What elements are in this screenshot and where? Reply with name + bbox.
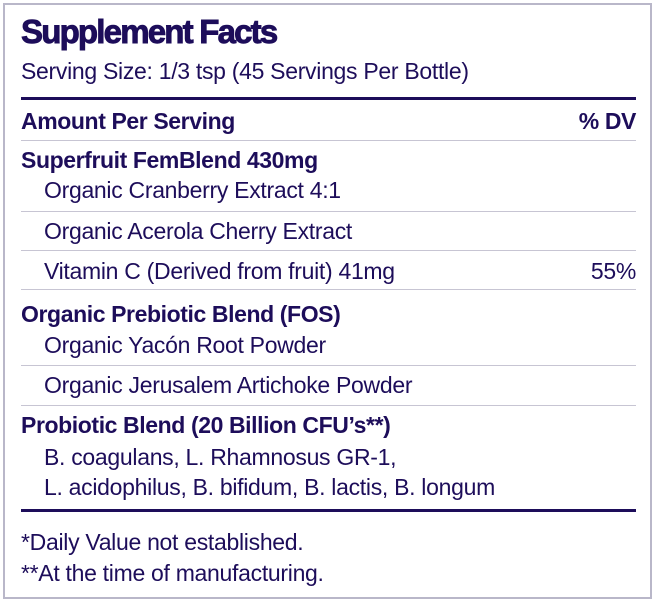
- footnote-manufacturing: **At the time of manufacturing.: [21, 560, 324, 586]
- dv-header-label: % DV: [578, 108, 637, 134]
- ingredient-row: Organic Acerola Cherry Extract: [21, 216, 636, 246]
- ingredient-name: Organic Yacón Root Powder: [44, 332, 326, 358]
- ingredient-name: Organic Jerusalem Artichoke Powder: [44, 372, 413, 398]
- amount-per-serving-label: Amount Per Serving: [21, 108, 235, 134]
- thick-divider: [21, 97, 636, 100]
- divider: [21, 140, 636, 141]
- divider: [21, 289, 636, 290]
- ingredient-row: Organic Jerusalem Artichoke Powder: [21, 370, 636, 400]
- serving-size: Serving Size: 1/3 tsp (45 Servings Per B…: [21, 58, 469, 84]
- ingredient-name: Organic Acerola Cherry Extract: [44, 218, 353, 244]
- ingredient-row: Organic Cranberry Extract 4:1: [21, 175, 636, 205]
- section-header-prebiotic: Organic Prebiotic Blend (FOS): [21, 299, 636, 329]
- ingredient-dv: 55%: [590, 258, 636, 284]
- amount-header-row: Amount Per Serving % DV: [21, 106, 636, 136]
- section-name: Superfruit FemBlend 430mg: [21, 147, 318, 173]
- strain-list-text: L. acidophilus, B. bifidum, B. lactis, B…: [44, 474, 495, 500]
- strain-list-text: B. coagulans, L. Rhamnosus GR-1,: [44, 444, 397, 470]
- section-header-superfruit: Superfruit FemBlend 430mg: [21, 145, 636, 175]
- ingredient-name: Vitamin C (Derived from fruit) 41mg: [44, 258, 395, 284]
- strain-list-line: B. coagulans, L. Rhamnosus GR-1,: [21, 442, 636, 472]
- label-frame: [3, 3, 652, 599]
- divider: [21, 405, 636, 406]
- section-name: Organic Prebiotic Blend (FOS): [21, 301, 341, 327]
- footnote-daily-value: *Daily Value not established.: [21, 529, 304, 555]
- strain-list-line: L. acidophilus, B. bifidum, B. lactis, B…: [21, 472, 636, 502]
- ingredient-row-vitamin-c: Vitamin C (Derived from fruit) 41mg 55%: [21, 256, 636, 286]
- ingredient-row: Organic Yacón Root Powder: [21, 330, 636, 360]
- section-name: Probiotic Blend (20 Billion CFU’s**): [21, 412, 391, 438]
- label-title: Supplement Facts: [21, 13, 279, 51]
- divider: [21, 250, 636, 251]
- ingredient-name: Organic Cranberry Extract 4:1: [44, 177, 341, 203]
- section-header-probiotic: Probiotic Blend (20 Billion CFU’s**): [21, 410, 636, 440]
- divider: [21, 365, 636, 366]
- thick-divider: [21, 509, 636, 512]
- divider: [21, 211, 636, 212]
